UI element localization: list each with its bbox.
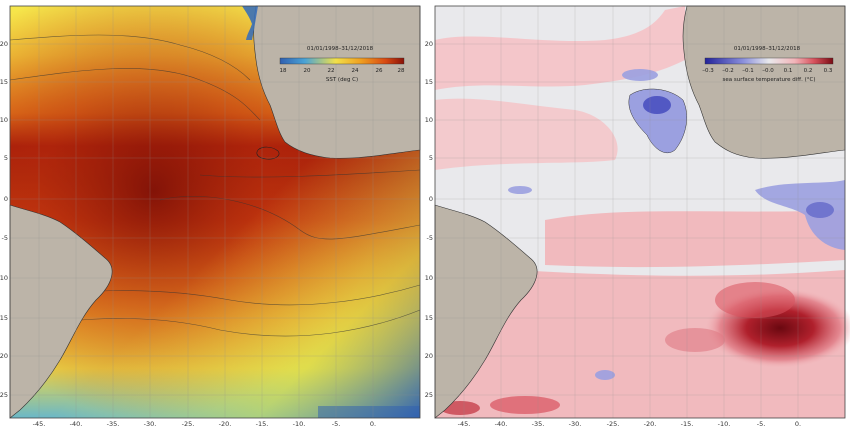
anomaly-legend-tick: –0.3 xyxy=(702,68,714,74)
lon-tick-label: -45. xyxy=(458,420,471,428)
sst-diff-map: 01/01/1998–31/12/2018 –0.3 –0.2 –0.1 –0.… xyxy=(422,5,850,428)
lat-tick-label: 15 xyxy=(0,78,8,86)
lon-tick-label: -5. xyxy=(757,420,766,428)
sst-legend: 01/01/1998–31/12/2018 18 20 22 24 26 28 … xyxy=(280,46,405,83)
lat-tick-label: -15 xyxy=(0,314,8,322)
graticule xyxy=(435,6,845,418)
sst-legend-tick: 24 xyxy=(352,68,359,74)
south-america-landmass xyxy=(9,204,113,419)
lat-tick-label: -20 xyxy=(0,352,8,360)
lat-tick-label: -10 xyxy=(425,274,433,282)
lat-axis: 20 15 10 5 0 -5 -10 -15 -20 -25 xyxy=(422,40,433,399)
lon-axis: -45. -40. -35. -30. -25. -20. -15. -10. … xyxy=(458,420,801,428)
lat-tick-label: 20 xyxy=(0,40,8,48)
anomaly-legend-tick: 0.1 xyxy=(784,68,793,74)
map-frame xyxy=(434,5,846,419)
lon-tick-label: -5. xyxy=(332,420,341,428)
lon-tick-label: -30. xyxy=(144,420,157,428)
map-frame xyxy=(9,5,421,419)
lon-tick-label: -10. xyxy=(718,420,731,428)
lon-tick-label: -20. xyxy=(219,420,232,428)
lat-tick-label: -5 xyxy=(427,234,433,242)
lon-tick-label: -40. xyxy=(495,420,508,428)
lat-tick-label: 0 xyxy=(4,195,8,203)
anomaly-legend-tick: 0.3 xyxy=(824,68,833,74)
sst-legend-tick: 28 xyxy=(398,68,405,74)
lat-tick-label: -15 xyxy=(425,314,433,322)
sst-legend-tick: 20 xyxy=(304,68,311,74)
lat-tick-label: 10 xyxy=(0,116,8,124)
lat-tick-label: 15 xyxy=(425,78,433,86)
lat-tick-label: 10 xyxy=(425,116,433,124)
anomaly-legend-tick: –0.2 xyxy=(722,68,734,74)
anomaly-legend-title: sea surface temperature diff. (°C) xyxy=(723,77,816,83)
graticule xyxy=(10,6,420,418)
lon-tick-label: -10. xyxy=(293,420,306,428)
anomaly-legend-tick: –0.1 xyxy=(742,68,754,74)
anomaly-legend-date: 01/01/1998–31/12/2018 xyxy=(734,46,801,52)
lat-tick-label: 0 xyxy=(429,195,433,203)
sst-legend-tick: 26 xyxy=(376,68,383,74)
lon-axis: -45. -40. -35. -30. -25. -20. -15. -10. … xyxy=(33,420,376,428)
lat-tick-label: -10 xyxy=(0,274,8,282)
sst-legend-date: 01/01/1998–31/12/2018 xyxy=(307,46,374,52)
lon-tick-label: 0. xyxy=(795,420,801,428)
lat-tick-label: -25 xyxy=(0,391,8,399)
lon-tick-label: 0. xyxy=(370,420,376,428)
anomaly-legend: 01/01/1998–31/12/2018 –0.3 –0.2 –0.1 –0.… xyxy=(702,46,834,83)
lon-tick-label: -45. xyxy=(33,420,46,428)
sst-legend-tick: 18 xyxy=(280,68,287,74)
lon-tick-label: -40. xyxy=(70,420,83,428)
lon-tick-label: -25. xyxy=(182,420,195,428)
south-america-landmass xyxy=(434,204,538,419)
lat-tick-label: 20 xyxy=(425,40,433,48)
lon-tick-label: -30. xyxy=(569,420,582,428)
lat-tick-label: -25 xyxy=(425,391,433,399)
anomaly-legend-tick: –0.0 xyxy=(762,68,774,74)
lat-tick-label: 5 xyxy=(429,154,433,162)
sst-map: 01/01/1998–31/12/2018 18 20 22 24 26 28 … xyxy=(0,5,421,428)
sst-legend-tick: 22 xyxy=(328,68,335,74)
lon-tick-label: -25. xyxy=(607,420,620,428)
lat-tick-label: -5 xyxy=(2,234,8,242)
sst-map-panel: 01/01/1998–31/12/2018 18 20 22 24 26 28 … xyxy=(0,0,424,429)
anomaly-legend-tick: 0.2 xyxy=(804,68,813,74)
sst-diff-map-panel: 01/01/1998–31/12/2018 –0.3 –0.2 –0.1 –0.… xyxy=(422,0,850,429)
lat-axis: 20 15 10 5 0 -5 -10 -15 -20 -25 xyxy=(0,40,8,399)
lon-tick-label: -15. xyxy=(256,420,269,428)
lon-tick-label: -35. xyxy=(107,420,120,428)
lon-tick-label: -20. xyxy=(644,420,657,428)
lat-tick-label: -20 xyxy=(425,352,433,360)
lon-tick-label: -15. xyxy=(681,420,694,428)
lat-tick-label: 5 xyxy=(4,154,8,162)
lon-tick-label: -35. xyxy=(532,420,545,428)
sst-legend-title: SST (deg C) xyxy=(326,77,358,83)
